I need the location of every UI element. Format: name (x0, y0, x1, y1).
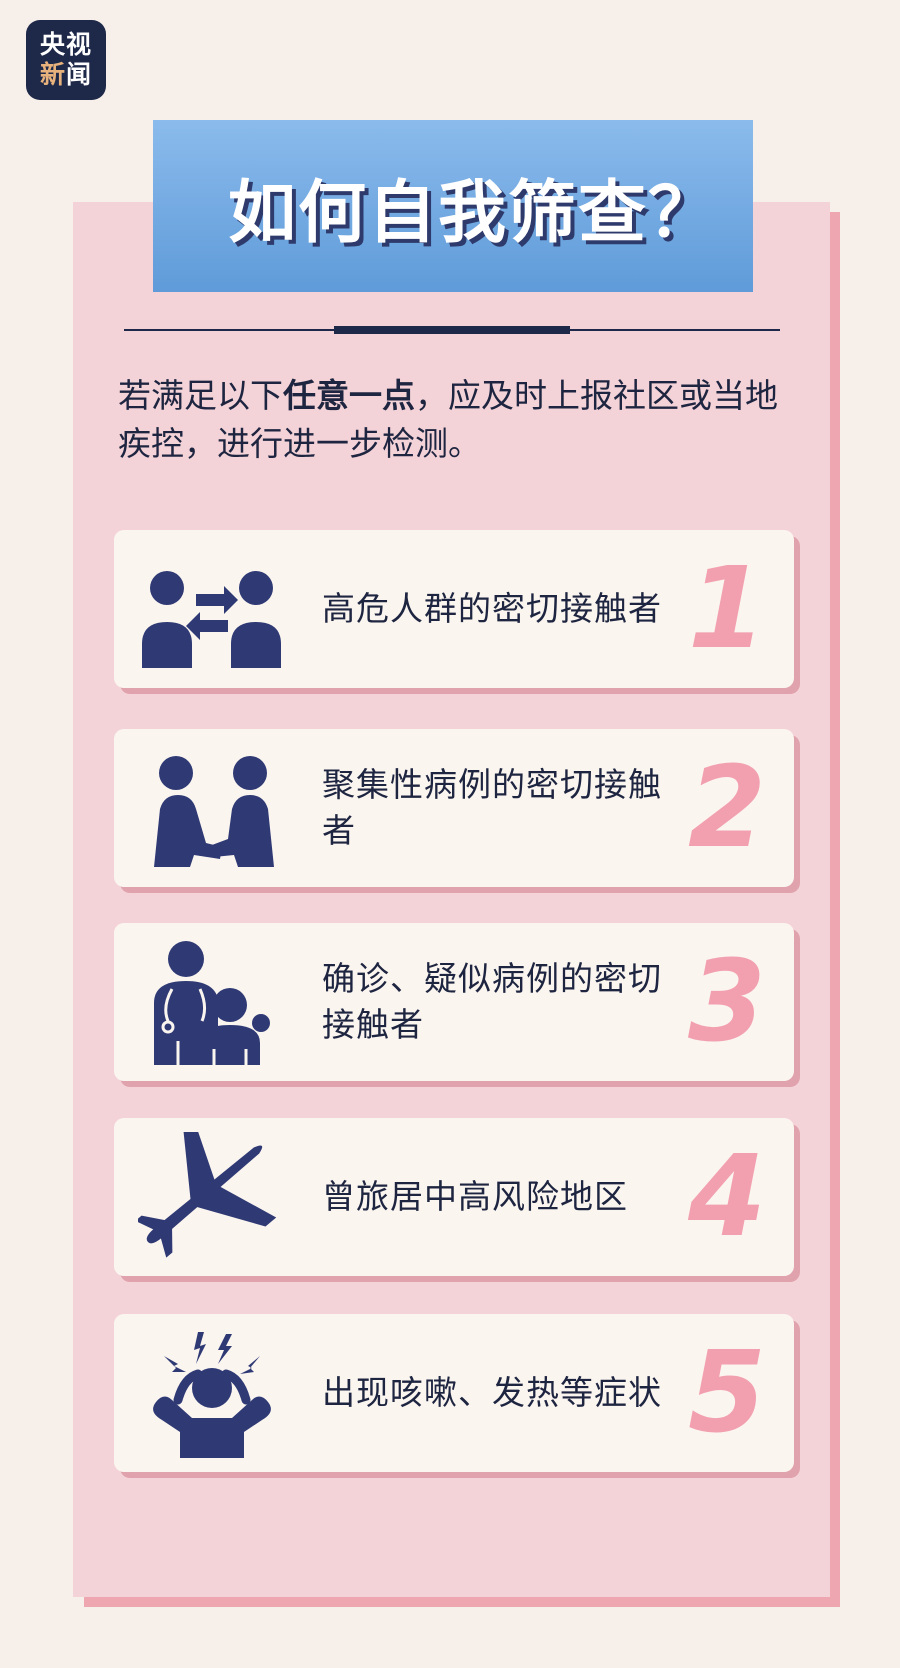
item-text: 确诊、疑似病例的密切接触者 (322, 959, 662, 1044)
item-text: 曾旅居中高风险地区 (322, 1177, 628, 1216)
logo-char-wen: 闻 (66, 60, 93, 89)
page-title: 如何自我筛查？ (227, 173, 718, 253)
divider-accent (334, 326, 570, 334)
headache-person-icon (153, 1332, 271, 1458)
screening-item-2: 聚集性病例的密切接触者 2 (114, 729, 794, 887)
item-number: 4 (688, 1132, 766, 1262)
item-number: 5 (688, 1328, 766, 1458)
doctor-patient-icon (154, 941, 270, 1065)
cctv-news-logo: 央视 新闻 (26, 20, 106, 100)
people-exchange-icon (142, 571, 281, 668)
item-number: 3 (688, 937, 766, 1067)
logo-char-xin: 新 (39, 60, 66, 89)
logo-line2: 新闻 (40, 60, 92, 90)
screening-item-5: 出现咳嗽、发热等症状 5 (114, 1314, 794, 1472)
airplane-icon (138, 1132, 277, 1258)
item-number: 2 (688, 743, 766, 873)
item-number: 1 (688, 544, 766, 674)
screening-item-4: 曾旅居中高风险地区 4 (114, 1118, 794, 1276)
intro-emphasis: 任意一点 (283, 376, 415, 415)
logo-line1: 央视 (39, 30, 92, 59)
intro-before: 若满足以下 (118, 376, 283, 415)
intro-text: 若满足以下任意一点，应及时上报社区或当地疾控，进行进一步检测。 (118, 372, 778, 468)
item-text: 聚集性病例的密切接触者 (322, 765, 662, 850)
title-banner: 如何自我筛查？ (153, 120, 753, 292)
screening-item-3: 确诊、疑似病例的密切接触者 3 (114, 923, 794, 1081)
item-text: 出现咳嗽、发热等症状 (322, 1373, 662, 1412)
intro-after: ，应及时上报社区或当地疾控，进行进一步检测。 (118, 376, 778, 463)
item-text: 高危人群的密切接触者 (322, 589, 662, 628)
screening-item-1: 高危人群的密切接触者 1 (114, 530, 794, 688)
people-handshake-icon (154, 756, 274, 867)
